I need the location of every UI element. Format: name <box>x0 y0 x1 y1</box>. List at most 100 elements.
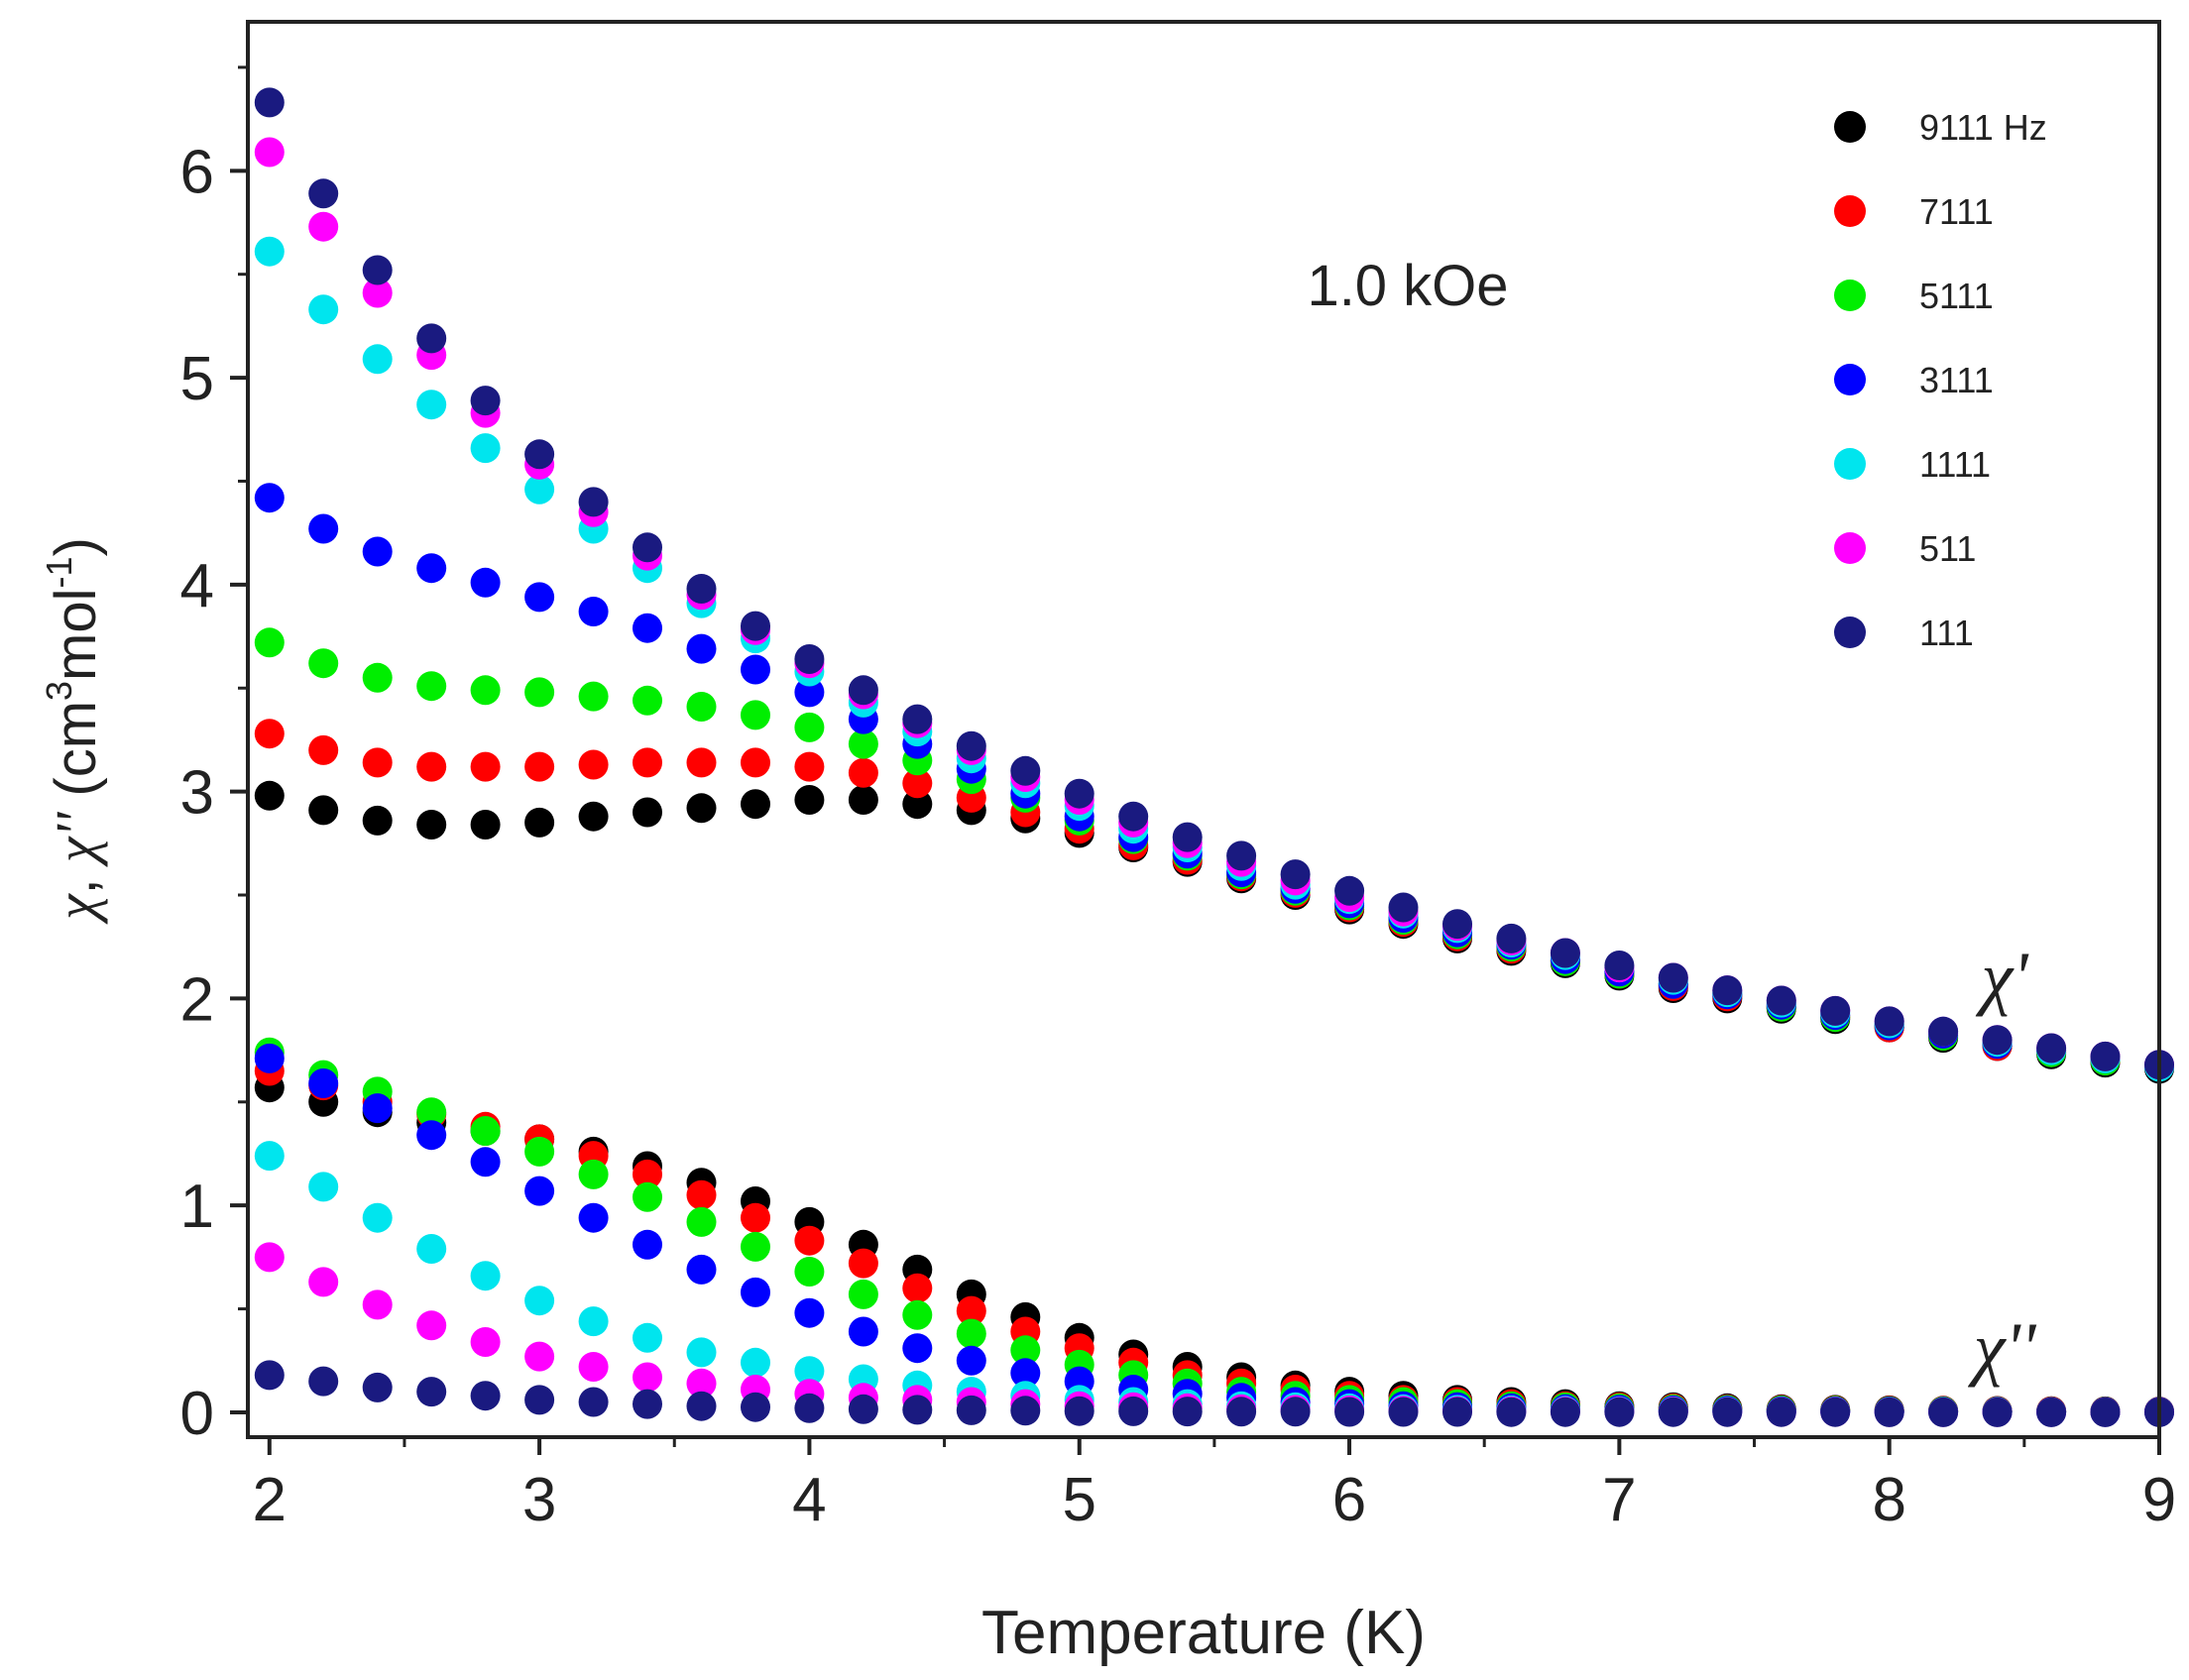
point-chi-imag-s6-32 <box>1982 1397 2013 1427</box>
point-chi-imag-s6-30 <box>1874 1397 1904 1427</box>
legend-label-3: 3111 <box>1919 360 1994 400</box>
point-chi-real-s0-3 <box>416 810 447 840</box>
point-chi-imag-s6-9 <box>741 1392 770 1422</box>
series-111 <box>254 87 2174 1427</box>
point-chi-imag-s2-8 <box>686 1206 717 1237</box>
point-chi-real-s6-1 <box>308 178 339 209</box>
point-chi-real-s6-7 <box>633 532 662 563</box>
point-chi-imag-s6-1 <box>308 1366 339 1397</box>
point-chi-imag-s4-4 <box>470 1261 501 1291</box>
point-chi-real-s6-32 <box>1982 1025 2013 1056</box>
point-chi-real-s0-7 <box>633 797 662 828</box>
point-chi-real-s3-8 <box>686 633 717 664</box>
legend-marker-6 <box>1834 616 1866 648</box>
point-chi-real-s1-9 <box>741 747 770 778</box>
point-chi-imag-s6-4 <box>470 1381 501 1411</box>
point-chi-real-s2-5 <box>524 677 555 708</box>
point-chi-imag-s1-7 <box>633 1159 662 1189</box>
point-chi-real-s6-24 <box>1550 938 1580 968</box>
point-chi-imag-s6-5 <box>524 1385 555 1415</box>
point-chi-real-s0-9 <box>741 789 770 820</box>
point-chi-imag-s6-2 <box>362 1372 393 1402</box>
point-chi-real-s3-7 <box>633 613 662 643</box>
point-chi-real-s6-0 <box>254 87 285 118</box>
point-chi-imag-s5-8 <box>686 1368 717 1399</box>
point-chi-real-s6-18 <box>1226 840 1257 871</box>
point-chi-real-s6-26 <box>1658 962 1688 993</box>
point-chi-real-s1-3 <box>416 751 447 782</box>
point-chi-imag-s6-24 <box>1550 1397 1580 1427</box>
point-chi-imag-s3-11 <box>848 1316 878 1347</box>
y-tick-label-1: 1 <box>180 1173 214 1241</box>
point-chi-imag-s3-12 <box>902 1333 933 1364</box>
point-chi-imag-s3-14 <box>1010 1358 1041 1389</box>
point-chi-imag-s6-25 <box>1604 1397 1635 1427</box>
point-chi-imag-s3-1 <box>308 1068 339 1098</box>
y-tick-label-2: 2 <box>180 965 214 1034</box>
point-chi-imag-s3-4 <box>470 1147 501 1177</box>
x-tick-label-5: 5 <box>1062 1466 1095 1534</box>
point-chi-real-s5-0 <box>254 137 285 168</box>
point-chi-imag-s4-2 <box>362 1202 393 1233</box>
point-chi-imag-s6-26 <box>1658 1397 1688 1427</box>
point-chi-real-s6-25 <box>1604 951 1635 980</box>
point-chi-real-s6-23 <box>1496 923 1527 953</box>
point-chi-imag-s6-7 <box>633 1389 662 1419</box>
point-chi-imag-s3-13 <box>956 1345 986 1376</box>
point-chi-real-s5-2 <box>362 278 393 308</box>
point-chi-real-s6-28 <box>1766 985 1796 1016</box>
point-chi-real-s2-11 <box>848 728 878 759</box>
point-chi-imag-s5-5 <box>524 1341 555 1372</box>
point-chi-imag-s6-21 <box>1388 1397 1419 1427</box>
point-chi-imag-s6-10 <box>794 1393 825 1423</box>
point-chi-real-s4-5 <box>524 474 555 504</box>
point-chi-real-s4-1 <box>308 294 339 325</box>
point-chi-imag-s6-14 <box>1010 1396 1041 1426</box>
point-chi-imag-s4-7 <box>633 1322 662 1353</box>
legend-marker-4 <box>1834 448 1866 480</box>
axis-ticks-layer: 2 3 4 5 6 7 8 9 0 1 2 3 4 5 6 <box>180 65 2176 1534</box>
x-tick-label-4: 4 <box>792 1466 826 1534</box>
point-chi-real-s6-6 <box>578 487 609 517</box>
point-chi-real-s1-4 <box>470 751 501 782</box>
point-chi-real-s3-0 <box>254 483 285 513</box>
x-axis-title: Temperature (K) <box>981 1599 1426 1667</box>
point-chi-imag-s4-5 <box>524 1286 555 1316</box>
point-chi-real-s2-2 <box>362 662 393 693</box>
point-chi-real-s1-0 <box>254 719 285 749</box>
point-chi-real-s3-5 <box>524 582 555 613</box>
point-chi-real-s2-4 <box>470 675 501 706</box>
point-chi-real-s6-3 <box>416 323 447 354</box>
y-axis-separator: , <box>44 878 108 894</box>
point-chi-imag-s5-4 <box>470 1327 501 1357</box>
y-axis-unit-sup-neg1: -1 <box>39 556 79 588</box>
point-chi-imag-s4-9 <box>741 1347 770 1378</box>
point-chi-real-s6-16 <box>1118 801 1149 832</box>
y-axis-space <box>44 862 108 878</box>
point-chi-imag-s6-33 <box>2036 1397 2067 1427</box>
point-chi-real-s0-6 <box>578 801 609 832</box>
point-chi-imag-s6-3 <box>416 1377 447 1407</box>
y-tick-label-5: 5 <box>180 345 214 413</box>
legend-label-0: 9111 Hz <box>1919 107 2047 148</box>
point-chi-imag-s5-3 <box>416 1310 447 1341</box>
point-chi-imag-s6-16 <box>1118 1396 1149 1426</box>
point-chi-imag-s3-5 <box>524 1176 555 1206</box>
point-chi-imag-s3-0 <box>254 1043 285 1073</box>
point-chi-real-s0-4 <box>470 810 501 840</box>
legend-marker-3 <box>1834 364 1866 395</box>
legend-marker-1 <box>1834 195 1866 227</box>
point-chi-imag-s3-6 <box>578 1202 609 1233</box>
point-chi-imag-s6-23 <box>1496 1397 1527 1427</box>
point-chi-real-s3-1 <box>308 513 339 544</box>
y-axis-chi-real: χ <box>44 893 108 925</box>
point-chi-real-s6-34 <box>2090 1041 2121 1071</box>
point-chi-imag-s1-12 <box>902 1273 933 1303</box>
point-chi-real-s6-14 <box>1010 755 1041 786</box>
y-tick-label-0: 0 <box>180 1380 214 1448</box>
point-chi-real-s1-6 <box>578 749 609 780</box>
legend-marker-2 <box>1834 280 1866 311</box>
point-chi-imag-s5-6 <box>578 1352 609 1382</box>
point-chi-real-s6-22 <box>1442 909 1472 940</box>
